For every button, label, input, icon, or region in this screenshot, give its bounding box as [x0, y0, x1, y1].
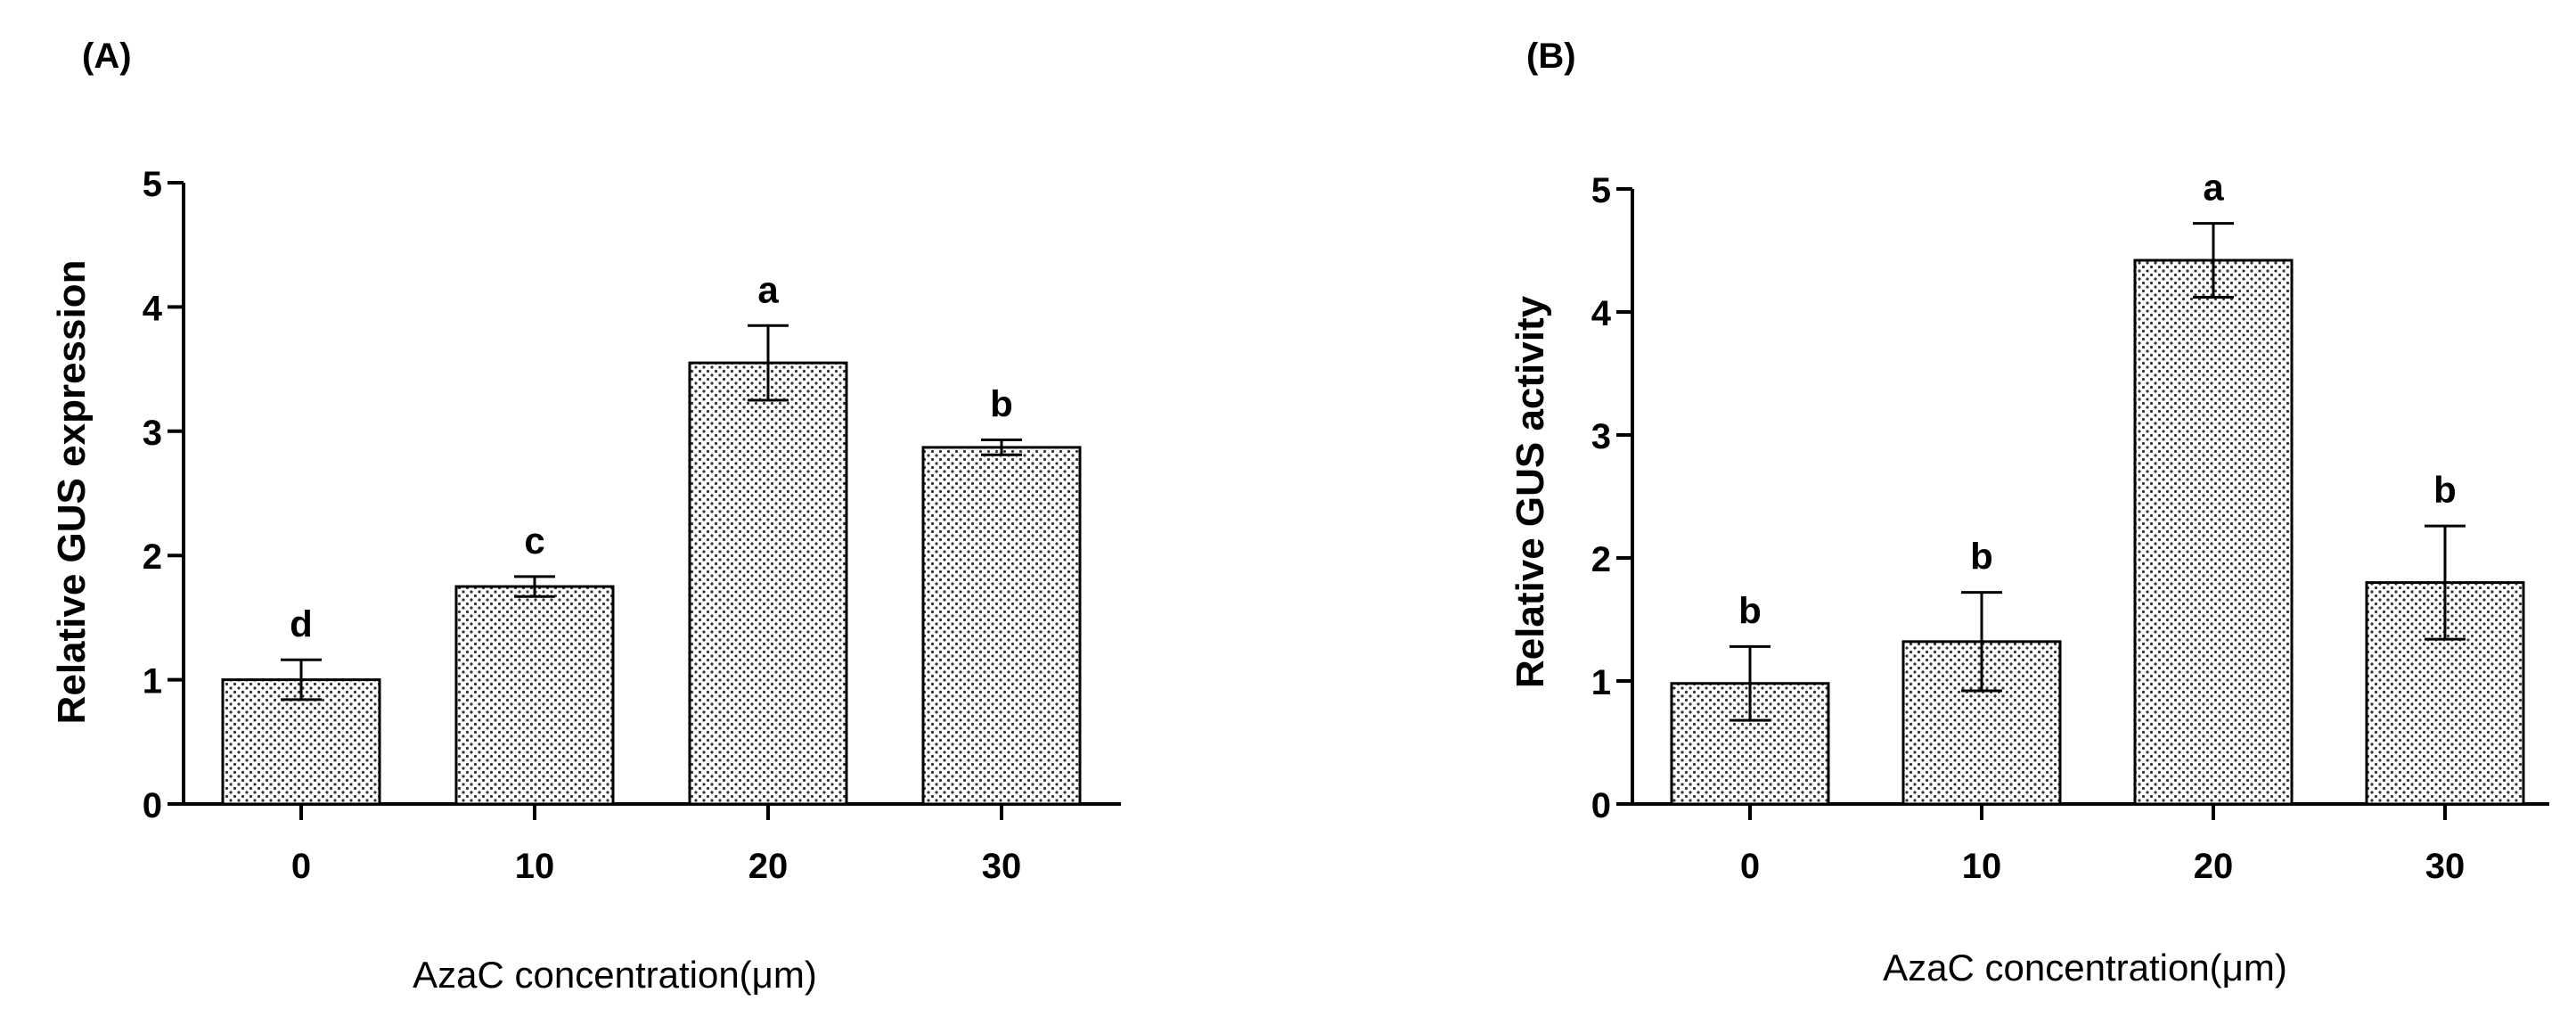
panel-b-y-tick-label: 0: [1591, 786, 1611, 825]
panel-a: (A) Relative GUS expression AzaC concent…: [50, 37, 1121, 996]
panel-b-significance-label: b: [1970, 536, 1993, 578]
panel-b-label: (B): [1526, 37, 1576, 76]
panel-a-significance-label: b: [990, 383, 1013, 425]
panel-a-significance-label: a: [757, 268, 779, 310]
panel-a-bar: [688, 361, 848, 806]
panel-a-significance-label: c: [524, 520, 544, 562]
panel-b-y-tick-label: 5: [1591, 171, 1611, 210]
panel-b-y-tick-label: 2: [1591, 540, 1611, 579]
panel-b-x-tick-label: 30: [2425, 847, 2466, 886]
panel-a-y-tick-label: 0: [143, 786, 162, 825]
panel-a-x-tick-label: 0: [291, 847, 311, 886]
panel-b-bar: [2133, 258, 2294, 806]
panel-a-x-tick-label: 10: [515, 847, 555, 886]
panel-b-y-tick-label: 1: [1591, 663, 1611, 702]
panel-b-ylabel: Relative GUS activity: [1509, 295, 1552, 688]
panel-a-y-tick-label: 2: [143, 537, 162, 577]
panel-a-y-tick-label: 1: [143, 662, 162, 701]
panel-b: (B) Relative GUS activity AzaC concentra…: [1509, 37, 2549, 988]
panel-a-label: (A): [82, 37, 132, 76]
panel-a-bar: [454, 585, 615, 806]
panel-a-y-tick-label: 3: [143, 414, 162, 453]
panel-b-marks: 0 1 2 3 4 5 0 b 10 b 20 a 30 b: [1591, 167, 2549, 886]
panel-b-xlabel: AzaC concentration(μm): [1883, 947, 2287, 988]
panel-a-y-tick-label: 5: [143, 165, 162, 204]
panel-a-x-tick-label: 30: [982, 847, 1022, 886]
panel-b-significance-label: b: [1738, 589, 1762, 631]
panel-a-ylabel: Relative GUS expression: [50, 260, 94, 725]
panel-b-significance-label: a: [2203, 167, 2224, 209]
panel-a-marks: 0 1 2 3 4 5 0 d 10 c 20 a 30 b: [143, 165, 1121, 886]
panel-b-x-tick-label: 0: [1740, 847, 1760, 886]
panel-a-xlabel: AzaC concentration(μm): [413, 954, 817, 996]
panel-a-bar: [921, 446, 1082, 806]
panel-a-x-tick-label: 20: [748, 847, 789, 886]
panel-b-y-tick-label: 3: [1591, 417, 1611, 456]
panel-b-x-tick-label: 20: [2194, 847, 2234, 886]
panel-a-y-tick-label: 4: [143, 289, 163, 328]
panel-b-significance-label: b: [2433, 469, 2457, 511]
panel-b-y-tick-label: 4: [1591, 294, 1612, 333]
panel-a-significance-label: d: [290, 603, 313, 644]
panel-b-x-tick-label: 10: [1962, 847, 2002, 886]
